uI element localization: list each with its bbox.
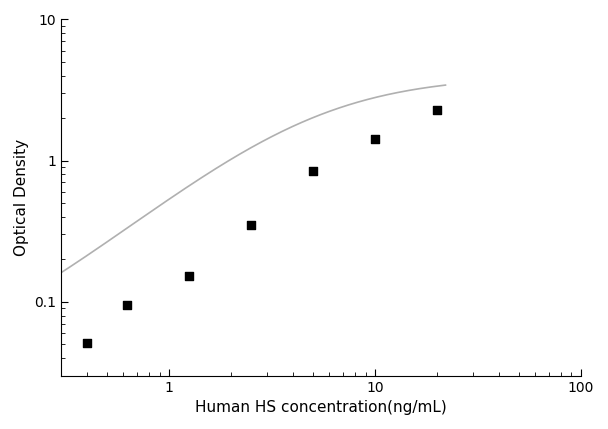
- Point: [432, 106, 442, 113]
- X-axis label: Human HS concentration(ng/mL): Human HS concentration(ng/mL): [195, 400, 447, 415]
- Point: [370, 136, 380, 142]
- Point: [122, 302, 132, 308]
- Point: [246, 221, 256, 228]
- Point: [184, 273, 194, 280]
- Y-axis label: Optical Density: Optical Density: [14, 139, 29, 256]
- Point: [308, 167, 318, 174]
- Point: [82, 340, 92, 347]
